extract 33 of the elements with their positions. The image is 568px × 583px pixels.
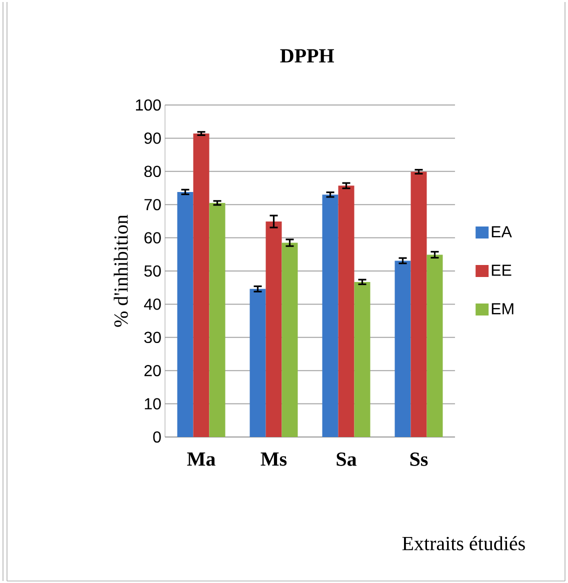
y-tick-label: 10 xyxy=(144,398,161,410)
bar xyxy=(410,172,427,437)
legend-label: EA xyxy=(492,226,512,238)
y-tick-label: 50 xyxy=(144,265,161,277)
y-tick-label: 70 xyxy=(144,198,161,210)
legend-label: EE xyxy=(492,264,512,276)
bar xyxy=(193,134,210,437)
x-tick-label: Ma xyxy=(187,452,216,466)
bar xyxy=(394,260,411,437)
y-tick-label: 20 xyxy=(144,364,161,376)
chart-title: DPPH xyxy=(280,49,334,62)
y-tick-label: 80 xyxy=(144,166,161,178)
y-tick-label: 30 xyxy=(144,332,161,344)
y-tick-label: 60 xyxy=(144,232,161,244)
y-axis-title: % d'inhibition xyxy=(114,214,128,327)
y-tick-label: 0 xyxy=(153,431,161,443)
x-tick-label: Sa xyxy=(336,452,356,466)
x-tick-label: Ms xyxy=(260,452,287,466)
bar xyxy=(338,186,354,437)
bar xyxy=(177,192,194,437)
y-tick-label: 40 xyxy=(144,298,161,310)
y-tick-label: 90 xyxy=(144,132,161,144)
x-tick-label: Ss xyxy=(410,452,428,466)
bar xyxy=(354,282,370,437)
x-axis-title: Extraits étudiés xyxy=(402,536,525,550)
legend-label: EM xyxy=(492,303,514,314)
y-tick-label: 100 xyxy=(136,99,161,111)
bar xyxy=(209,202,226,437)
bar xyxy=(282,242,298,437)
bar xyxy=(250,288,266,437)
bar xyxy=(266,222,282,437)
bar xyxy=(426,254,443,437)
bar xyxy=(322,194,338,437)
